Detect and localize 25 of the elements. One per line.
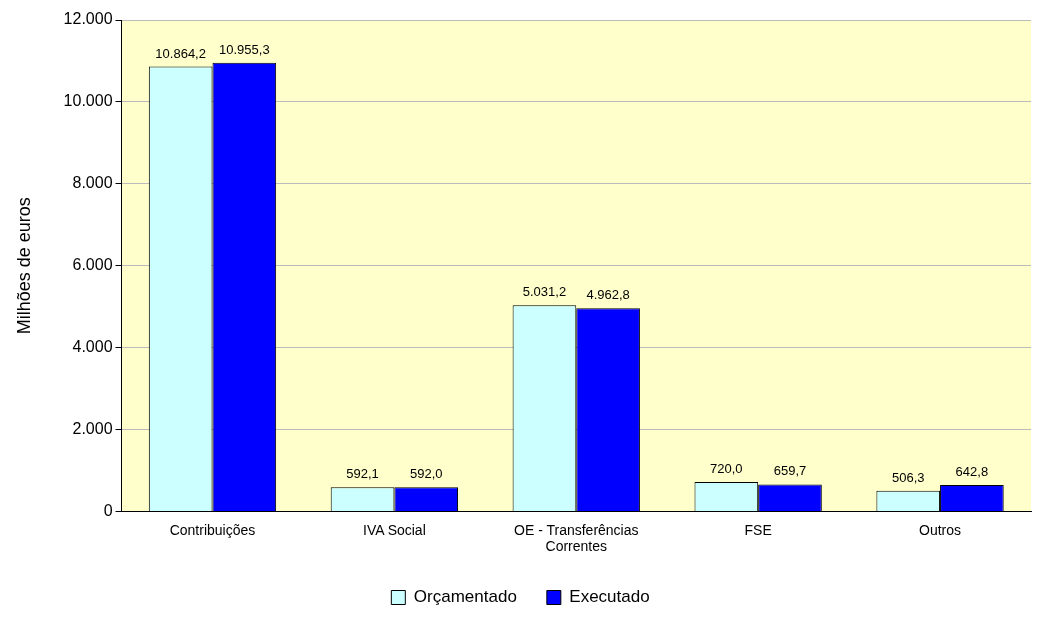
data-label: 659,7 — [773, 463, 807, 479]
y-tick-label: 8.000 — [72, 174, 113, 192]
data-label: 5.031,2 — [522, 284, 567, 300]
x-tick-label: Outros — [919, 521, 962, 538]
data-label: 10.955,3 — [219, 41, 270, 57]
x-tick-label: Contribuições — [169, 521, 256, 538]
data-label: 4.962,8 — [586, 287, 630, 303]
y-tick-label: 0 — [103, 501, 113, 519]
data-label: 642,8 — [955, 464, 989, 480]
y-tick-label: 6.000 — [72, 256, 113, 274]
y-tick-label: 2.000 — [72, 419, 113, 437]
data-label: 10.864,2 — [155, 45, 206, 61]
x-tick-label: IVA Social — [362, 521, 426, 538]
legend-label: Orçamentado — [413, 587, 517, 607]
y-tick-label: 4.000 — [72, 338, 113, 356]
x-tick-label: FSE — [744, 521, 772, 538]
y-tick-label: 10.000 — [63, 92, 113, 110]
x-tick-label: OE - Transferências Correntes — [514, 521, 639, 555]
data-label: 592,0 — [409, 466, 443, 482]
data-label: 592,1 — [346, 466, 379, 482]
y-tick-label: 12.000 — [63, 10, 113, 28]
y-axis-title: Milhões de euros — [13, 197, 34, 335]
legend-label: Executado — [569, 587, 650, 607]
data-label: 720,0 — [710, 460, 743, 476]
data-label: 506,3 — [891, 469, 925, 485]
